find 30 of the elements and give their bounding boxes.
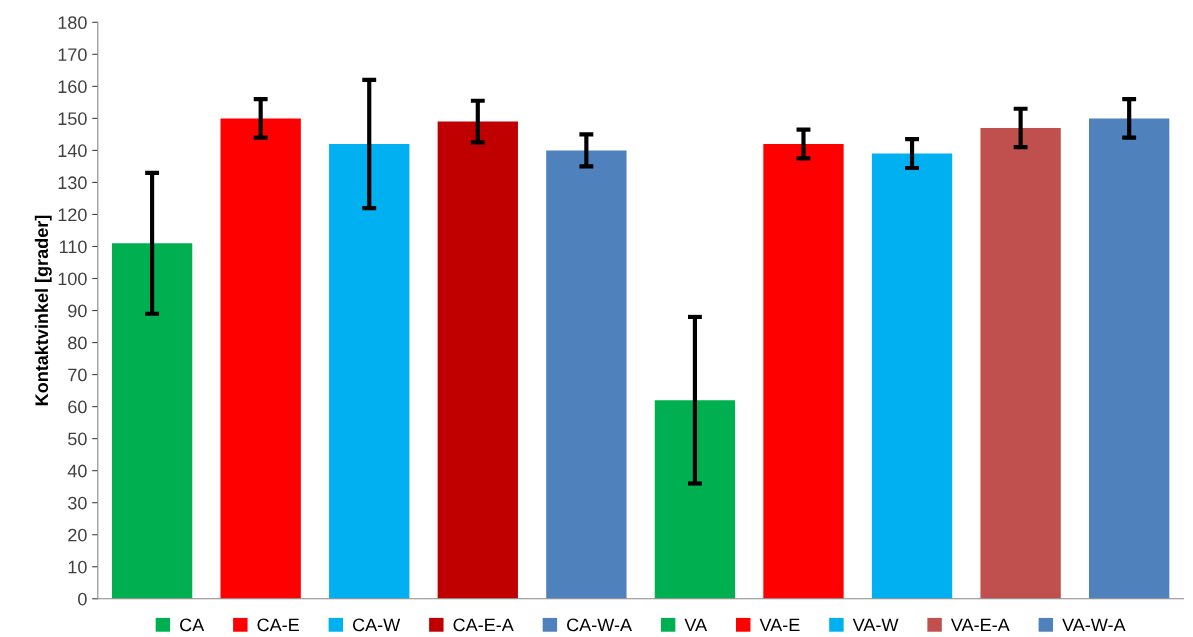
legend-label: VA-E bbox=[759, 618, 800, 632]
y-tick-label: 20 bbox=[68, 528, 87, 542]
y-tick-label: 100 bbox=[58, 272, 87, 286]
legend-label: CA-E bbox=[257, 618, 299, 632]
legend-label: VA bbox=[684, 618, 708, 632]
y-axis-title: Kontaktvinkel [grader] bbox=[34, 215, 52, 406]
legend-label: VA-E-A bbox=[950, 618, 1010, 632]
y-tick-label: 90 bbox=[68, 304, 87, 318]
y-tick-label: 140 bbox=[58, 144, 87, 158]
y-tick-label: 160 bbox=[58, 80, 87, 94]
y-tick-label: 40 bbox=[67, 464, 87, 478]
y-tick-label: 50 bbox=[68, 432, 87, 446]
y-tick-label: 120 bbox=[58, 208, 87, 222]
y-tick-label: 10 bbox=[68, 560, 87, 574]
legend-label: CA bbox=[180, 618, 205, 632]
y-tick-label: 80 bbox=[68, 336, 87, 350]
legend-label: CA-W-A bbox=[567, 618, 632, 632]
y-tick-label: 110 bbox=[60, 240, 87, 254]
legend-label: CA-W bbox=[353, 618, 401, 632]
y-tick-label: 130 bbox=[58, 176, 87, 190]
y-tick-label: 170 bbox=[58, 48, 87, 62]
y-tick-label: 30 bbox=[68, 496, 87, 510]
y-tick-label: 180 bbox=[58, 16, 87, 30]
legend-label: CA-E-A bbox=[453, 618, 514, 632]
y-tick-label: 0 bbox=[78, 592, 87, 606]
y-tick-label: 70 bbox=[68, 368, 87, 382]
legend-label: VA-W bbox=[852, 618, 899, 632]
y-tick-label: 60 bbox=[68, 400, 87, 414]
y-tick-label: 150 bbox=[58, 112, 87, 126]
legend-label: VA-W-A bbox=[1062, 618, 1126, 632]
